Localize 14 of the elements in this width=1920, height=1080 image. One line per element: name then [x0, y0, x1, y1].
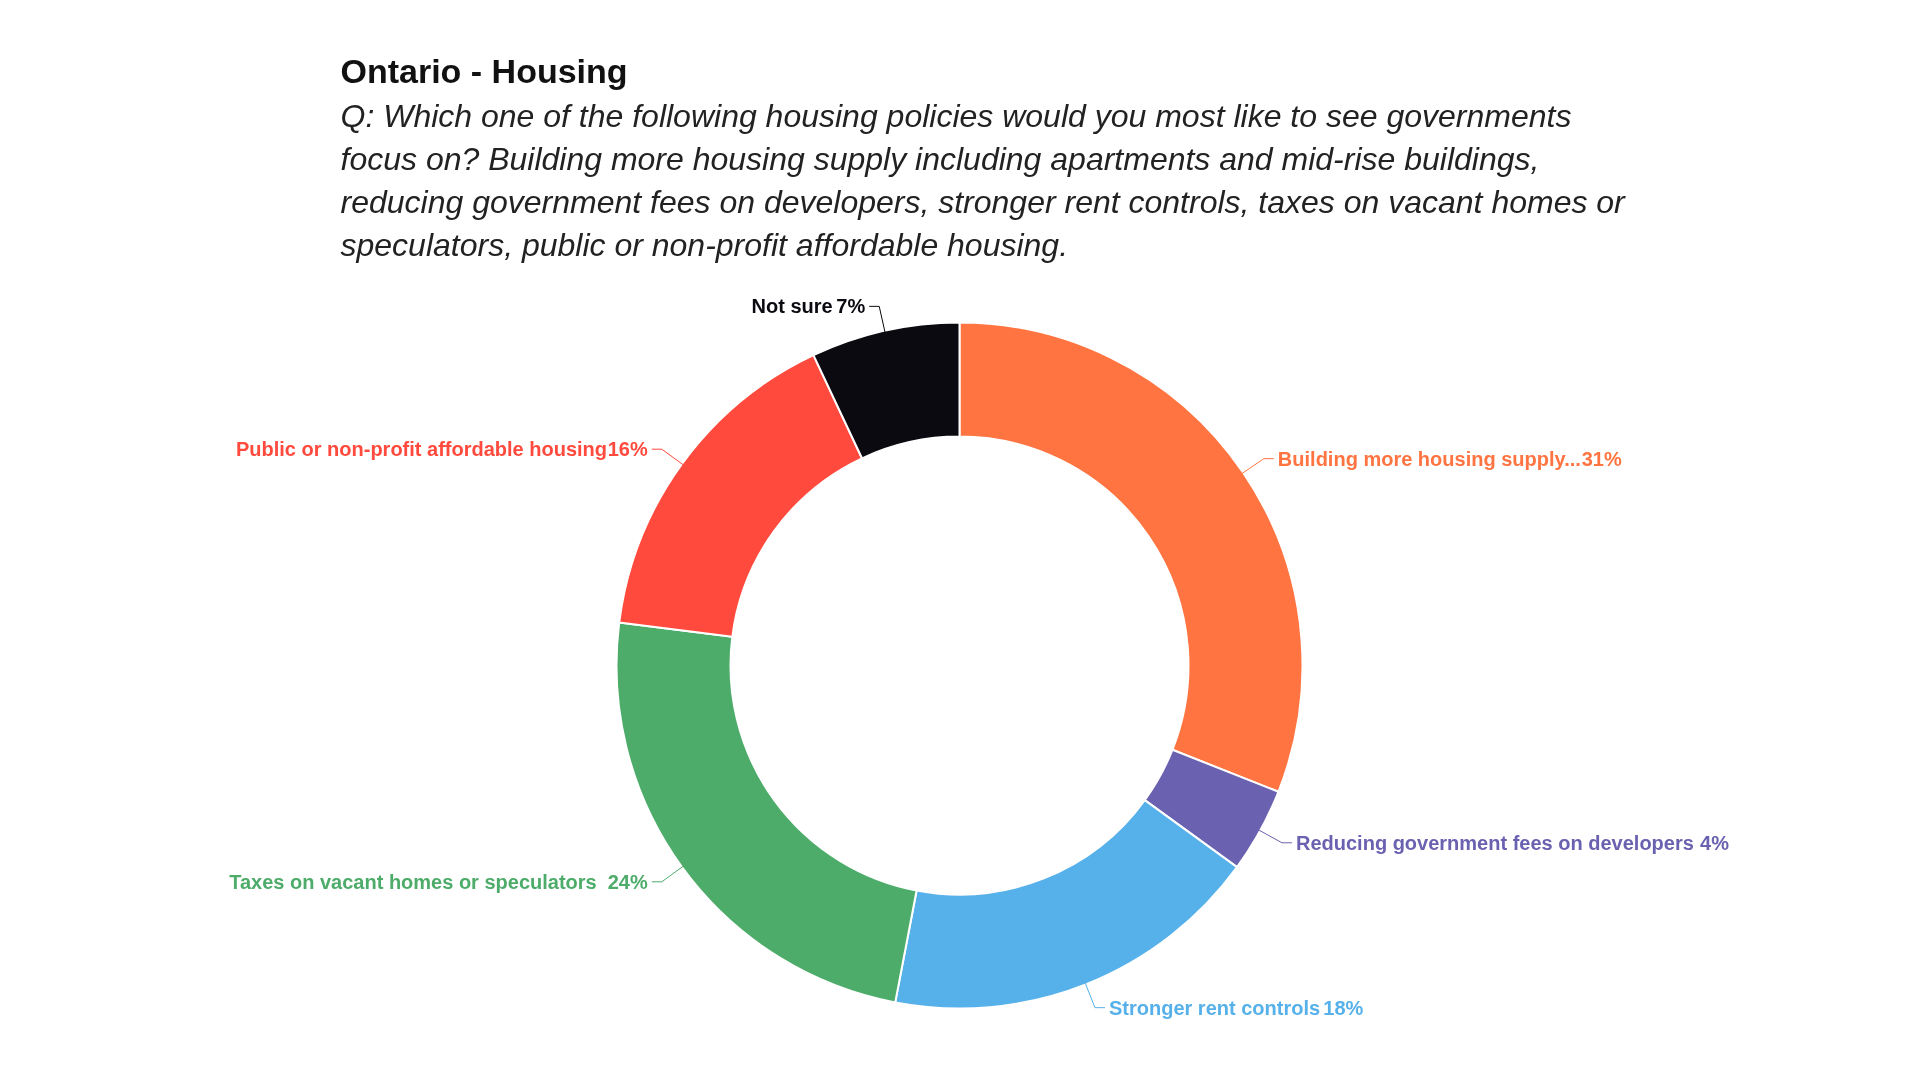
slice-label: Reducing government fees on developers — [1295, 831, 1694, 854]
slice-label: Building more housing supply... — [1277, 447, 1581, 470]
slice-label: Taxes on vacant homes or speculators — [229, 870, 597, 893]
data-label: 16% — [607, 438, 648, 461]
data-label: 7% — [836, 295, 866, 318]
slice-label: Stronger rent controls — [1108, 996, 1321, 1019]
slice-label: Not sure — [751, 295, 833, 318]
chart-subtitle: Q: Which one of the following housing policies would you most like to see governments focus on? Building more housing supply including apartments and mid-rise buildings, reducing government fees on developers, stronger rent controls, taxes on vacant homes or speculators, public or non-profit affordable housing. — [340, 97, 1627, 263]
chart-title: Ontario - Housing — [340, 51, 628, 90]
data-label: 31% — [1581, 447, 1622, 470]
slice-label: Public or non-profit affordable housing — [235, 438, 608, 461]
data-label: 18% — [1323, 996, 1364, 1019]
data-label: 24% — [607, 870, 648, 893]
data-label: 4% — [1700, 831, 1730, 854]
